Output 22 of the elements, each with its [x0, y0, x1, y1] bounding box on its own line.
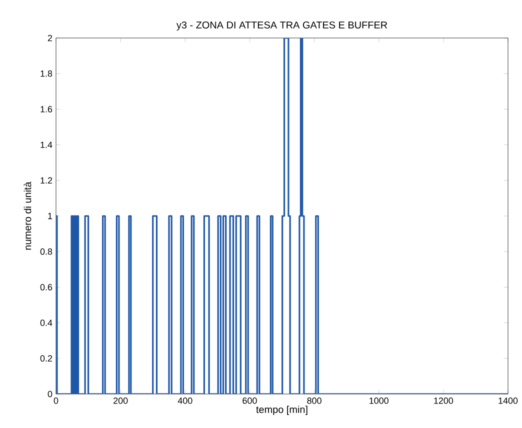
y-tick-label: 1.8 — [40, 70, 52, 77]
chart-title: y3 - ZONA DI ATTESA TRA GATES E BUFFER — [176, 21, 388, 30]
y-tick-label: 2 — [48, 34, 52, 42]
y-tick-label: 1.6 — [40, 106, 52, 112]
x-tick-label: 0 — [54, 398, 58, 404]
x-tick-label: 600 — [242, 398, 257, 404]
x-tick-label: 200 — [114, 398, 128, 404]
x-tick-label: 1200 — [434, 398, 454, 404]
y-tick-label: 0.4 — [40, 320, 52, 326]
x-tick-label: 800 — [307, 398, 322, 404]
x-tick-label: 1400 — [498, 398, 518, 404]
y-tick-label: 0.8 — [40, 248, 52, 255]
x-tick-label: 1000 — [370, 398, 388, 404]
x-tick-label: 400 — [178, 398, 192, 404]
y-tick-label: 1.2 — [40, 177, 52, 184]
y-tick-label: 1.4 — [40, 142, 52, 148]
y-tick-label: 0.6 — [40, 284, 52, 290]
y-tick-label: 1 — [48, 212, 52, 220]
x-axis-title: tempo [min] — [256, 406, 308, 415]
y-tick-label: 0 — [48, 390, 52, 398]
y-tick-label: 0.2 — [40, 355, 52, 362]
y-axis-title: numero di unità — [24, 182, 32, 250]
